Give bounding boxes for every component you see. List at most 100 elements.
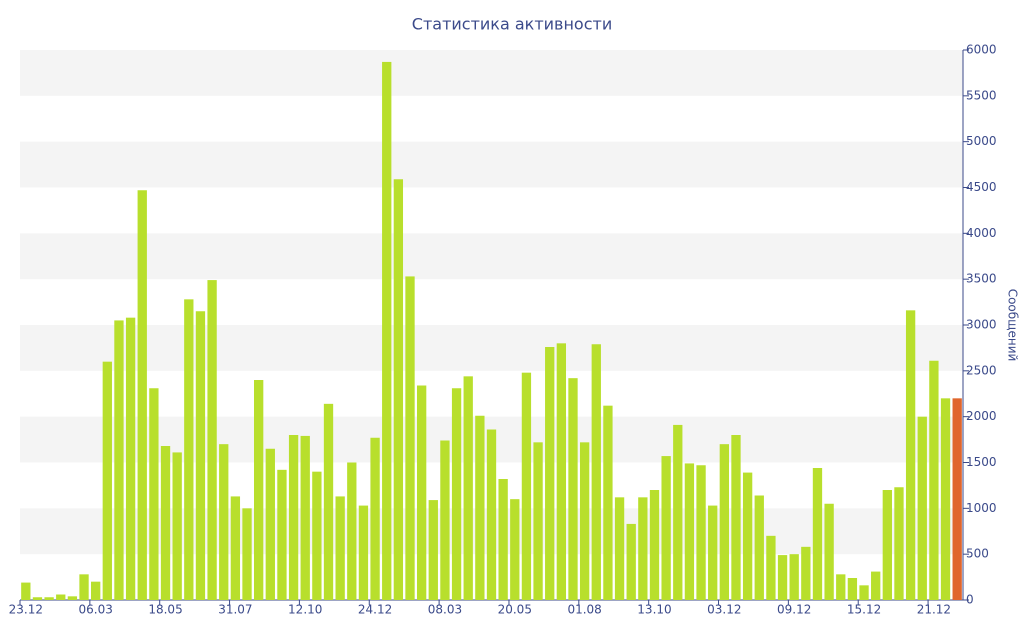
y-tick-label: 6000 — [966, 43, 997, 57]
bar — [812, 468, 823, 600]
bar — [684, 463, 695, 600]
bar — [335, 496, 345, 600]
bar — [32, 597, 43, 600]
y-tick-label: 3000 — [966, 318, 997, 332]
bar — [463, 376, 473, 600]
bar — [79, 574, 89, 600]
bar — [929, 360, 939, 600]
y-tick-label: 3500 — [966, 272, 997, 286]
y-tick-label: 1000 — [966, 501, 997, 515]
bar — [498, 479, 508, 600]
bar — [649, 490, 660, 600]
chart-title: Статистика активности — [412, 15, 612, 34]
bar — [766, 535, 776, 600]
y-tick-label: 500 — [966, 547, 989, 561]
bar — [370, 437, 380, 600]
bar — [67, 596, 78, 600]
bar — [708, 505, 718, 600]
bar — [137, 190, 147, 600]
bar — [160, 446, 171, 600]
bar — [696, 465, 706, 600]
x-tick-label: 01.08 — [567, 603, 601, 617]
y-tick-label: 4500 — [966, 180, 997, 194]
bar — [882, 490, 892, 600]
x-tick-label: 18.05 — [148, 603, 182, 617]
bar — [172, 452, 182, 600]
bar — [638, 497, 648, 600]
bar — [21, 582, 31, 600]
bar — [847, 578, 858, 600]
bar — [556, 343, 567, 600]
bar — [836, 574, 846, 600]
x-tick-label: 23.12 — [9, 603, 43, 617]
bar — [824, 503, 834, 600]
y-axis-label: Сообщений — [1006, 289, 1020, 362]
bar — [405, 276, 415, 600]
bar — [125, 317, 136, 600]
y-tick-label: 5500 — [966, 88, 997, 102]
bar — [347, 462, 357, 600]
bar — [917, 416, 927, 600]
bar — [149, 388, 159, 600]
bar — [591, 344, 601, 600]
grid-band — [20, 233, 963, 280]
bar — [871, 571, 881, 600]
x-tick-label: 21.12 — [917, 603, 951, 617]
bar — [440, 440, 450, 600]
y-tick-label: 0 — [966, 593, 974, 607]
x-tick-label: 06.03 — [78, 603, 112, 617]
bar — [719, 444, 729, 600]
bar — [789, 554, 799, 600]
y-tick-label: 4000 — [966, 226, 997, 240]
bar — [382, 61, 392, 600]
bar — [486, 429, 497, 600]
bar — [603, 405, 613, 600]
bar — [801, 546, 811, 600]
bar — [207, 280, 217, 600]
bar — [254, 380, 264, 600]
bar — [510, 499, 520, 600]
bar — [451, 388, 462, 600]
grid-band — [20, 325, 963, 371]
bar — [184, 299, 194, 600]
bar — [731, 435, 741, 600]
x-tick-label: 20.05 — [498, 603, 532, 617]
bar — [242, 508, 252, 600]
bar — [894, 487, 904, 600]
bar — [614, 497, 625, 600]
bar — [416, 385, 427, 600]
x-tick-label: 03.12 — [707, 603, 741, 617]
bar — [952, 398, 962, 600]
x-tick-label: 31.07 — [218, 603, 252, 617]
bar — [288, 435, 299, 600]
bar — [940, 398, 951, 600]
bar — [277, 469, 287, 600]
bar — [219, 444, 229, 600]
bar — [905, 310, 916, 600]
x-tick-label: 15.12 — [847, 603, 881, 617]
bar — [393, 179, 404, 600]
bar — [533, 442, 543, 600]
bar — [56, 594, 66, 600]
x-tick-label: 12.10 — [288, 603, 322, 617]
bar — [673, 424, 683, 600]
y-tick-label: 5000 — [966, 134, 997, 148]
grid-band — [20, 50, 963, 96]
y-tick-label: 2500 — [966, 363, 997, 377]
bar — [521, 372, 532, 600]
bar — [742, 472, 753, 600]
bar — [312, 471, 322, 600]
bar — [428, 500, 438, 600]
bar — [265, 448, 275, 600]
bar — [661, 456, 671, 600]
x-tick-label: 09.12 — [777, 603, 811, 617]
x-tick-label: 24.12 — [358, 603, 392, 617]
bar — [568, 378, 578, 600]
bar — [44, 597, 54, 600]
bar — [300, 435, 310, 600]
bar — [859, 585, 869, 600]
bar — [626, 523, 636, 600]
x-tick-label: 08.03 — [428, 603, 462, 617]
bar — [358, 505, 369, 600]
